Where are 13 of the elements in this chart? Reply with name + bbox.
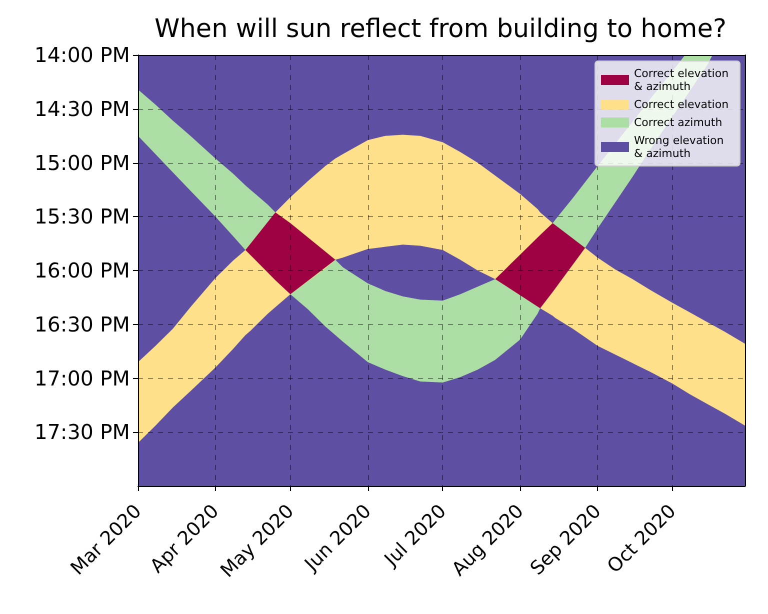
y-tick-label: 17:30 PM — [34, 420, 130, 444]
legend-label: Correct elevation & azimuth — [634, 67, 732, 93]
y-tick-label: 17:00 PM — [34, 366, 130, 390]
y-tick-label: 16:30 PM — [34, 312, 130, 336]
legend-label: Wrong elevation & azimuth — [634, 134, 728, 160]
legend-label: Correct elevation — [634, 98, 729, 111]
y-tick-label: 15:00 PM — [34, 150, 130, 175]
chart-title: When will sun reflect from building to home? — [154, 14, 726, 44]
y-tick-label: 14:00 PM — [34, 43, 130, 67]
y-tick-label: 14:30 PM — [34, 96, 130, 121]
y-tick-label: 15:30 PM — [34, 204, 130, 229]
y-tick-label: 16:00 PM — [34, 258, 130, 282]
legend-label: Correct azimuth — [634, 116, 722, 129]
